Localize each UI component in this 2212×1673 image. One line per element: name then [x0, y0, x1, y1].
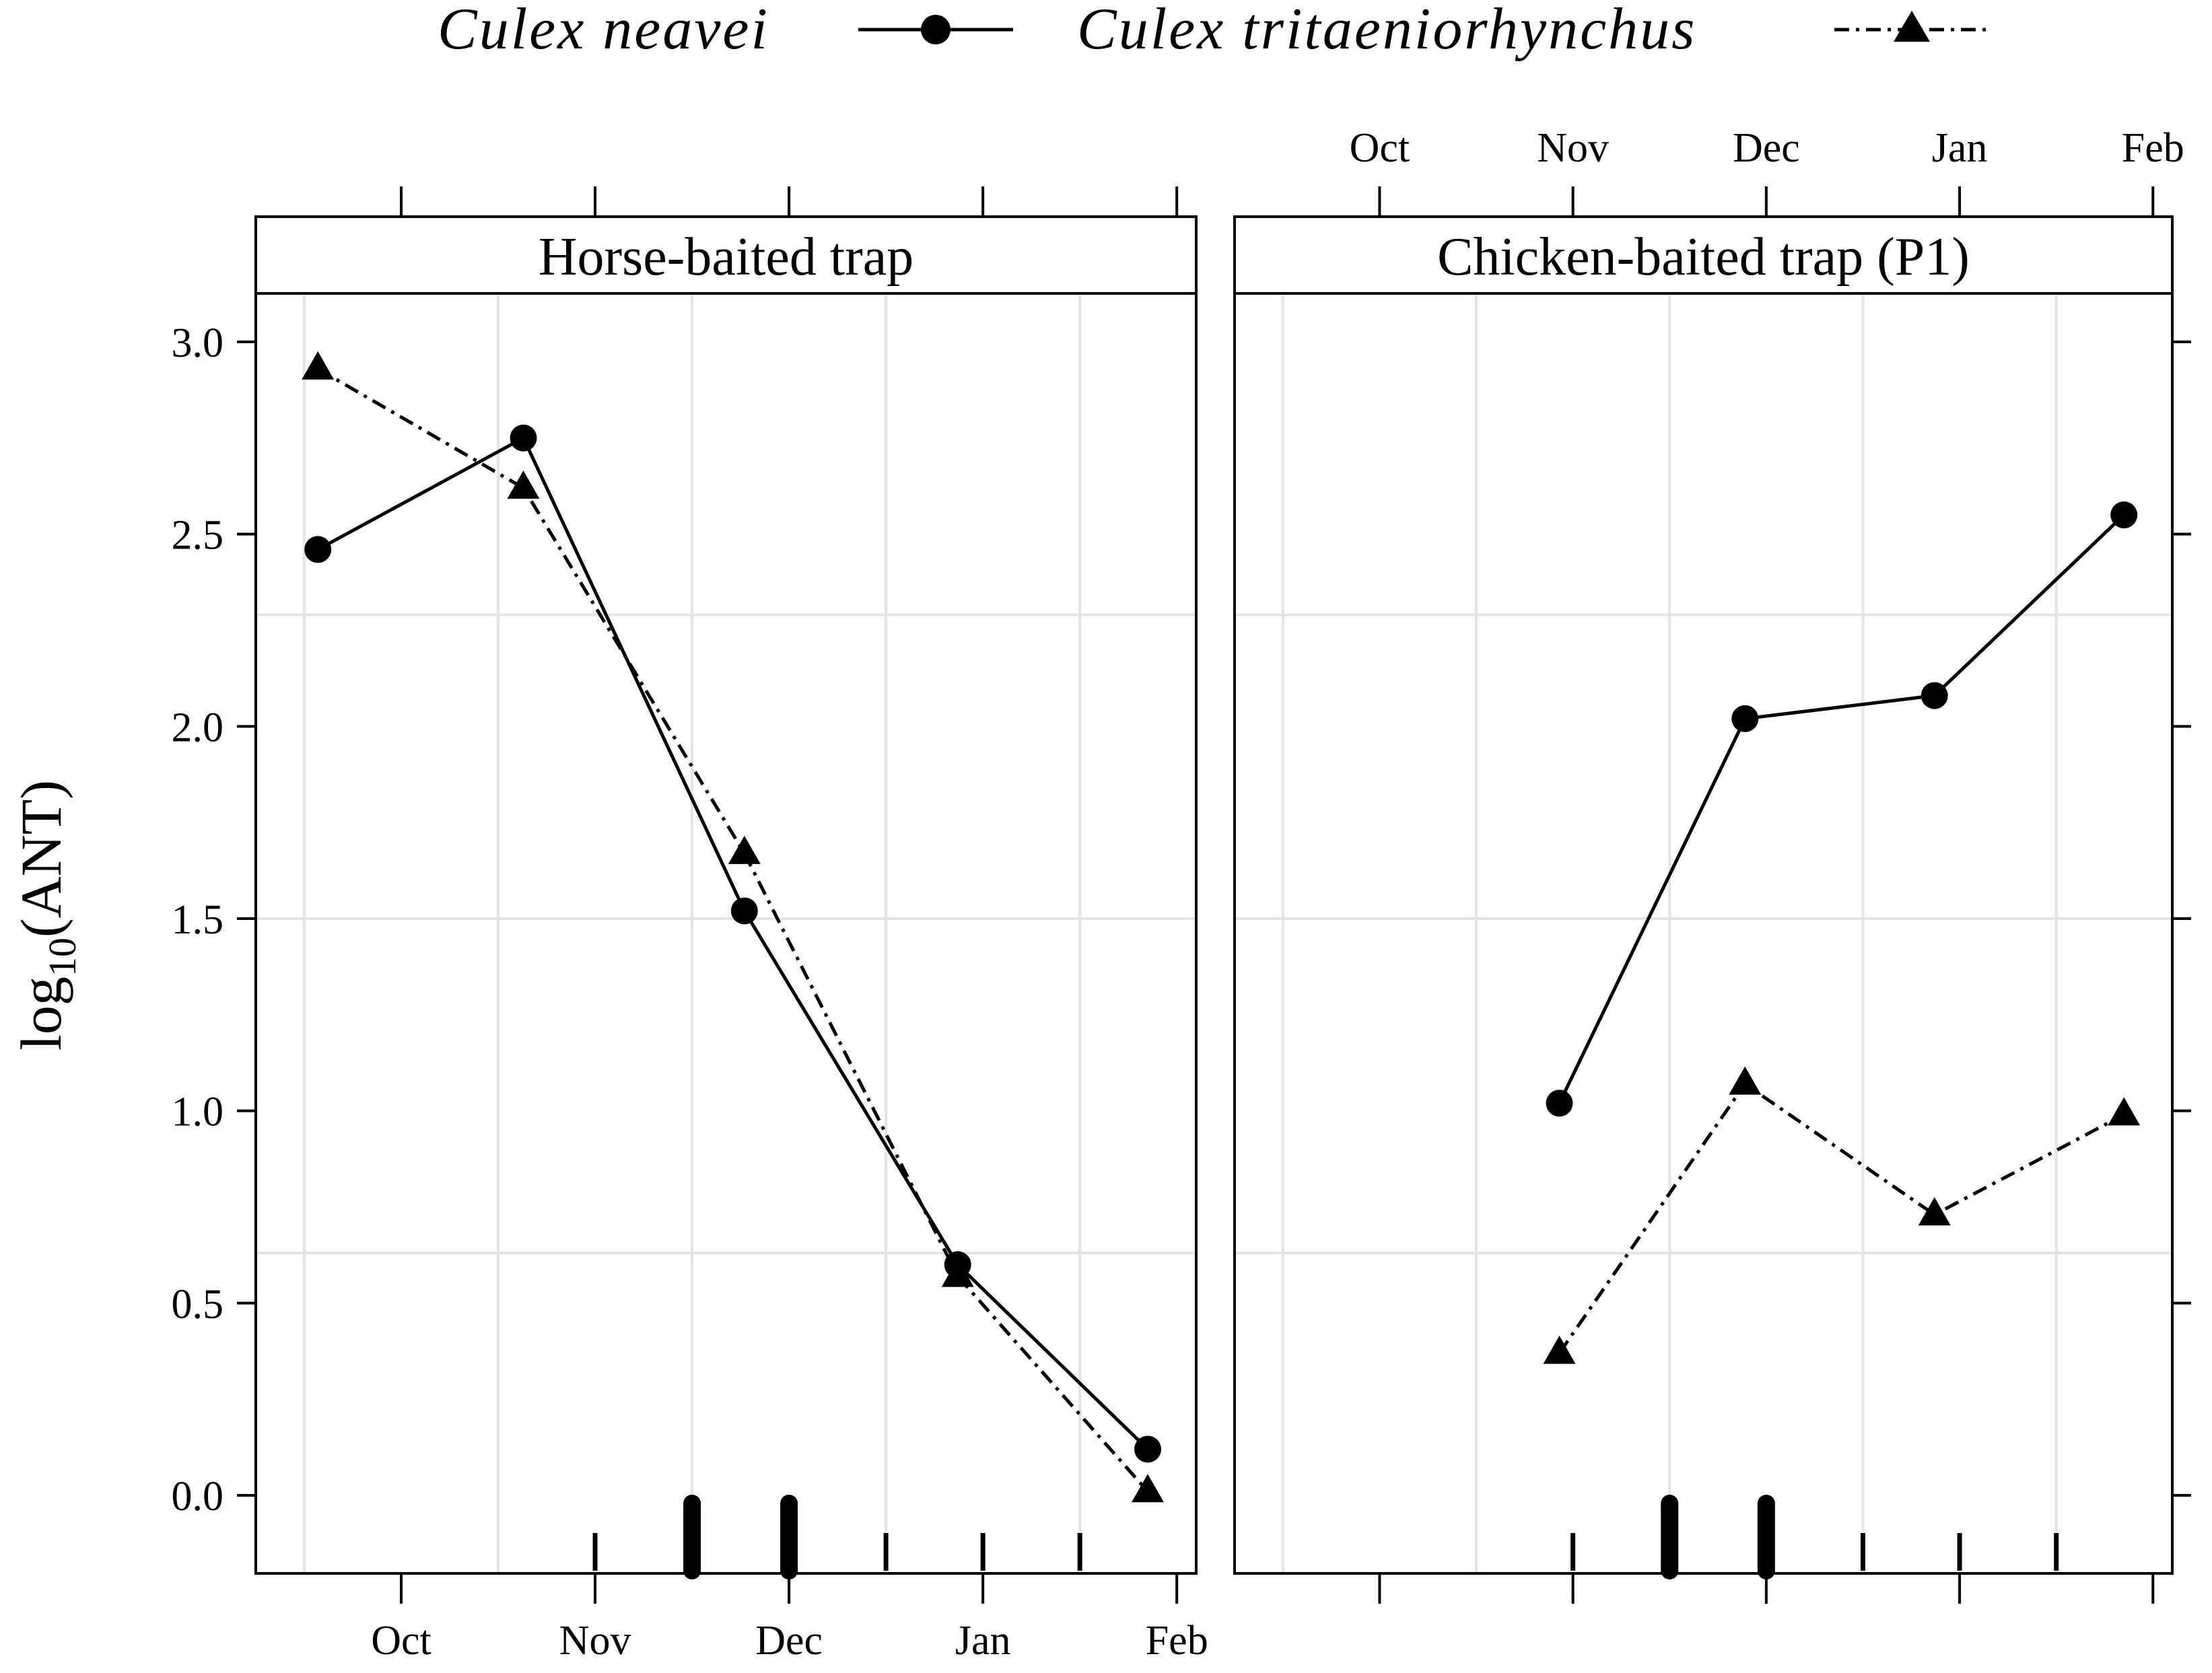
x-tick-label: Jan [955, 1618, 1011, 1664]
y-tick-label: 2.0 [172, 705, 224, 750]
y-tick-label: 0.0 [172, 1474, 224, 1520]
panel-2: Chicken-baited trap (P1) Oct Nov Dec Jan Feb [1233, 125, 2191, 1604]
y-tick-label: 3.0 [172, 320, 224, 366]
x-tick-label: Jan [1932, 125, 1988, 171]
x-tick-label: Nov [1537, 125, 1609, 171]
y-axis-title-rest: (ANT) [9, 780, 73, 937]
data-point-triangle [1131, 1474, 1164, 1503]
data-point-circle [2110, 501, 2138, 529]
data-point-circle [1134, 1435, 1161, 1463]
data-point-circle [730, 897, 758, 925]
y-tick-label: 1.0 [172, 1090, 224, 1135]
x-tick-label: Dec [755, 1618, 823, 1664]
data-point-triangle [728, 835, 761, 864]
data-point-circle [510, 424, 537, 452]
panel-border [254, 215, 1198, 1575]
data-point-triangle [507, 470, 540, 499]
data-point-triangle [1918, 1197, 1951, 1225]
data-point-triangle [2108, 1097, 2141, 1126]
panel-border [1233, 215, 2174, 1575]
series-line [1558, 1081, 2125, 1355]
x-tick-label: Oct [1350, 125, 1410, 171]
data-point-circle [1921, 682, 1948, 709]
data-point-circle [1731, 705, 1759, 732]
x-tick-label: Oct [371, 1618, 431, 1664]
x-tick-label: Feb [1146, 1618, 1208, 1664]
data-point-circle [1546, 1090, 1573, 1117]
y-axis-title: log10(ANT) [9, 780, 84, 1051]
y-tick-label: 1.5 [172, 897, 224, 943]
data-point-triangle [941, 1258, 974, 1287]
y-tick-label: 0.5 [172, 1281, 224, 1327]
legend-marker-circle [921, 15, 951, 44]
panels: Horse-baited trap Oct Nov Dec Jan Feb 0.0 0.5 1.… [172, 125, 2191, 1664]
series-line [316, 435, 1149, 1451]
x-tick-label: Nov [559, 1618, 631, 1664]
panel-title: Horse-baited trap [539, 227, 914, 287]
panel-1: Horse-baited trap Oct Nov Dec Jan Feb 0.0 0.5 1.… [172, 186, 1208, 1664]
data-point-circle [304, 536, 332, 563]
y-axis-label: log10(ANT) [9, 780, 84, 1051]
data-point-triangle [1543, 1335, 1576, 1364]
legend-marker-triangle [1894, 11, 1930, 42]
panel-title: Chicken-baited trap (P1) [1437, 227, 1970, 287]
y-tick-label: 2.5 [172, 513, 224, 559]
data-point-triangle [302, 351, 335, 380]
data-point-triangle [1729, 1066, 1762, 1095]
series-line [1558, 513, 2125, 1104]
x-tick-label: Dec [1733, 125, 1800, 171]
x-tick-label: Feb [2122, 125, 2184, 171]
y-axis-title-base: log [9, 976, 73, 1051]
legend-label: Culex neavei [438, 0, 769, 62]
series-line [316, 367, 1149, 1493]
legend-label: Culex tritaeniorhynchus [1077, 0, 1696, 62]
y-axis-title-subscript: 10 [40, 937, 84, 976]
legend: Culex neavei Culex tritaeniorhynchus [438, 0, 1989, 62]
